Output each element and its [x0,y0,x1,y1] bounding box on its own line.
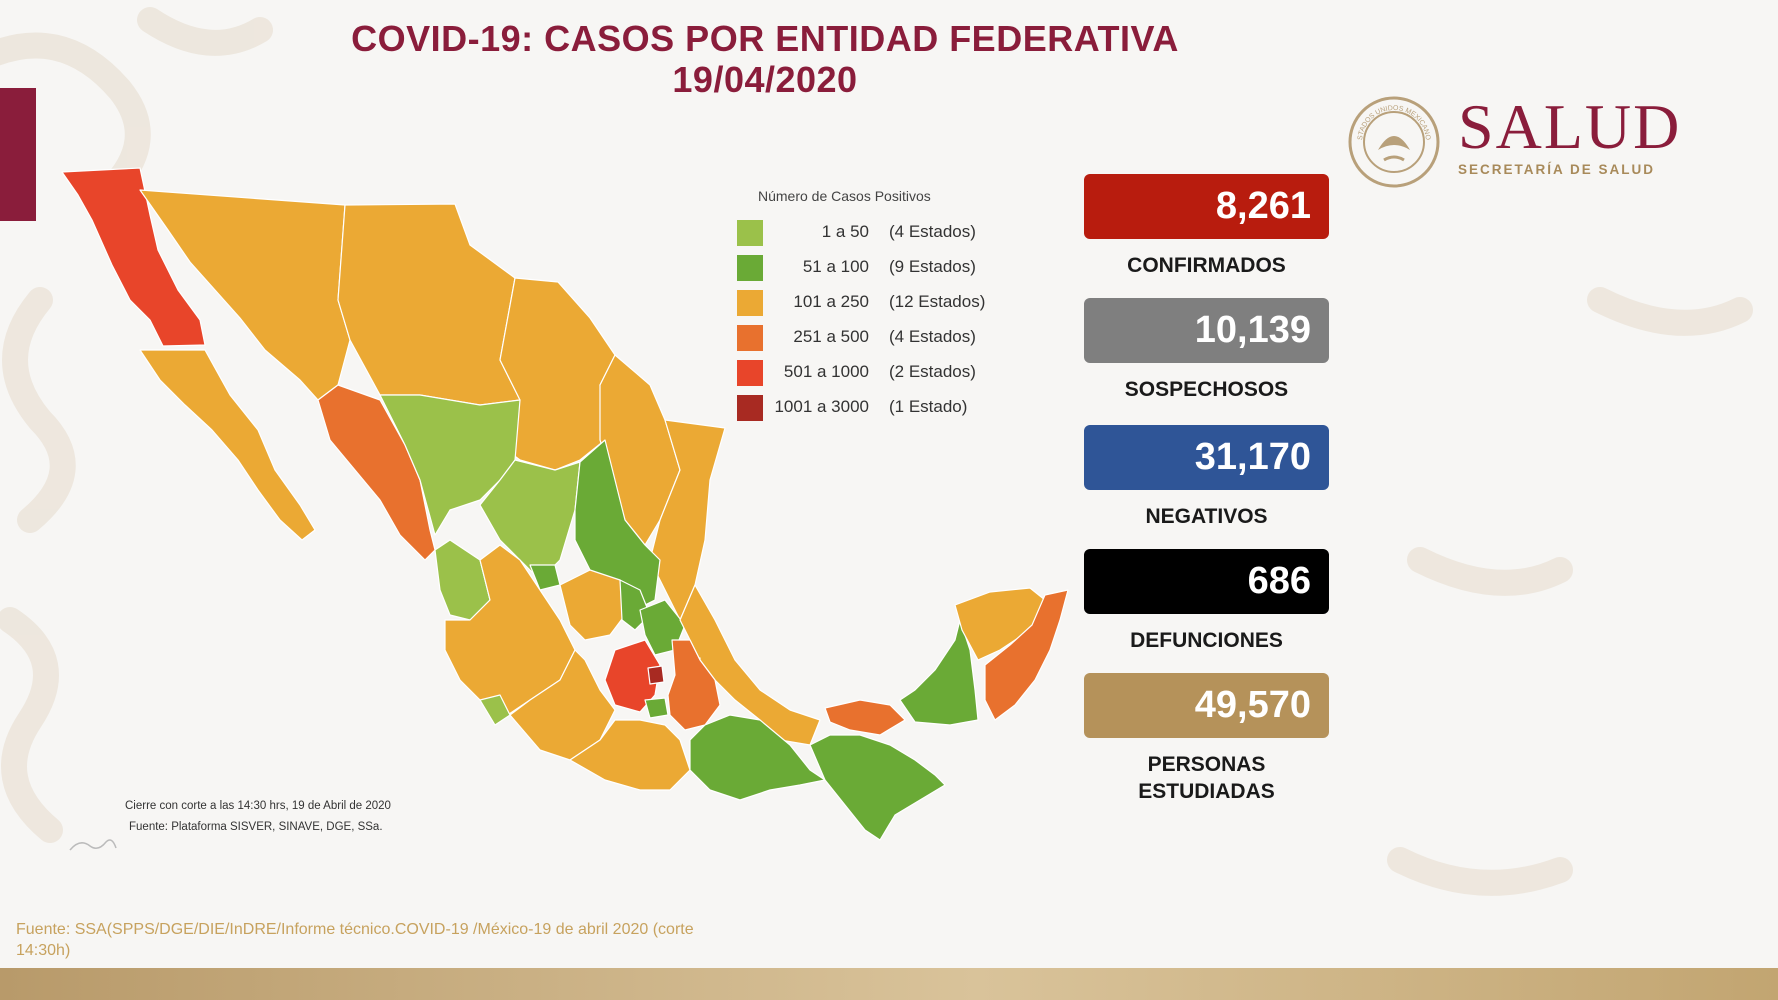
state-chihuahua [337,203,521,406]
state-guerrero [569,719,691,791]
legend-row: 501 a 1000 (2 Estados) [735,360,1015,395]
legend-count: (4 Estados) [889,222,976,241]
stat-value: 686 [1084,549,1329,614]
state-chiapas [809,734,946,841]
stat-negativos: 31,170 NEGATIVOS [1084,425,1329,530]
legend-count: (4 Estados) [889,327,976,346]
stat-label: DEFUNCIONES [1130,629,1283,652]
stat-label: NEGATIVOS [1145,505,1268,528]
platform-source-note: Fuente: Plataforma SISVER, SINAVE, DGE, … [129,821,383,833]
stat-defunciones: 686 DEFUNCIONES [1084,549,1329,654]
legend-range: 1 a 50 [821,222,869,241]
legend-range: 1001 a 3000 [774,397,869,416]
stat-label-line-2: ESTUDIADAS [1138,780,1275,803]
state-durango [379,394,521,536]
legend-title: Número de Casos Positivos [758,188,931,204]
legend-range: 501 a 1000 [783,362,869,381]
map-legend: Número de Casos Positivos 1 a 50 (4 Esta… [735,188,1015,430]
state-guanajuato [559,569,626,641]
state-campeche [899,619,979,726]
decorative-squiggle-icon [69,839,117,851]
state-jalisco [444,544,576,721]
legend-swatch [737,255,763,281]
legend-count: (12 Estados) [889,292,986,311]
left-accent-tab [0,88,36,221]
legend-row: 1 a 50 (4 Estados) [735,220,1015,255]
legend-count: (1 Estado) [889,397,968,416]
stat-label-line-1: PERSONAS [1147,753,1266,776]
source-footnote: Fuente: SSA(SPPS/DGE/DIE/InDRE/Informe t… [16,921,694,959]
legend-count: (9 Estados) [889,257,976,276]
page-title: COVID-19: CASOS POR ENTIDAD FEDERATIVA 1… [250,18,1280,100]
logo-word: SALUD [1458,91,1682,162]
legend-row: 1001 a 3000 (1 Estado) [735,395,1015,430]
state-michoacan [509,649,616,761]
state-quintana-roo [984,589,1069,721]
legend-count: (2 Estados) [889,362,976,381]
legend-row: 51 a 100 (9 Estados) [735,255,1015,290]
bottom-bar [0,968,1778,1000]
logo-subtitle: SECRETARÍA DE SALUD [1458,162,1656,177]
legend-swatch [737,325,763,351]
state-baja-california-sur [139,349,316,541]
state-baja-california [61,167,206,347]
stat-value: 31,170 [1084,425,1329,490]
stat-label: PERSONAS ESTUDIADAS [1084,751,1329,805]
legend-range: 251 a 500 [793,327,869,346]
state-ciudad-de-mexico [647,665,665,685]
stat-personas-estudiadas: 49,570 PERSONAS ESTUDIADAS [1084,673,1329,805]
mexico-map [61,167,1069,841]
state-morelos [644,697,669,719]
legend-swatch [737,360,763,386]
state-tabasco [824,699,906,736]
legend-row: 101 a 250 (12 Estados) [735,290,1015,325]
state-coahuila [499,277,616,471]
legend-swatch [737,290,763,316]
stat-value: 10,139 [1084,298,1329,363]
legend-range: 51 a 100 [802,257,869,276]
cut-off-note: Cierre con corte a las 14:30 hrs, 19 de … [125,800,391,812]
legend-swatch [737,220,763,246]
legend-swatch [737,395,763,421]
legend-range: 101 a 250 [793,292,869,311]
stat-sospechosos: 10,139 SOSPECHOSOS [1084,298,1329,403]
stat-value: 8,261 [1084,174,1329,239]
stat-label: CONFIRMADOS [1127,254,1286,277]
stat-confirmados: 8,261 CONFIRMADOS [1084,174,1329,279]
stat-value: 49,570 [1084,673,1329,738]
stat-label: SOSPECHOSOS [1124,378,1289,401]
title-line-2: 19/04/2020 [672,59,858,100]
legend-row: 251 a 500 (4 Estados) [735,325,1015,360]
title-line-1: COVID-19: CASOS POR ENTIDAD FEDERATIVA [351,18,1179,59]
